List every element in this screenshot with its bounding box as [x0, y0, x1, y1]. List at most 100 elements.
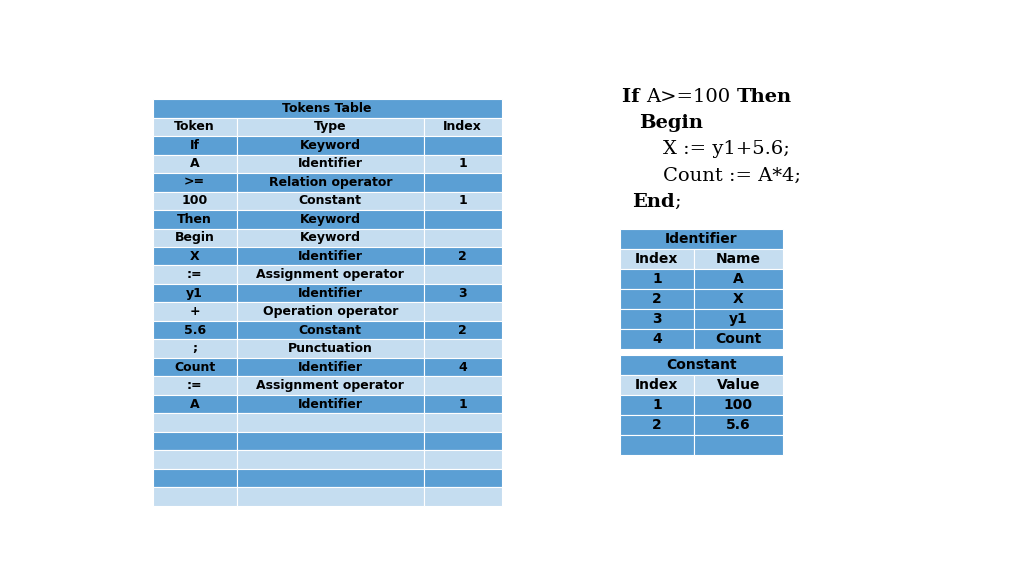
Text: X: X [189, 250, 200, 263]
Bar [693, 415, 783, 435]
Text: Value: Value [717, 378, 760, 392]
Bar [153, 154, 237, 173]
Bar [424, 469, 502, 487]
Bar [237, 247, 424, 266]
Bar [237, 192, 424, 210]
Bar [424, 358, 502, 376]
Bar [153, 136, 237, 154]
Bar [693, 309, 783, 329]
Text: A>=100: A>=100 [646, 88, 736, 106]
Bar [424, 192, 502, 210]
Text: A: A [189, 397, 200, 411]
Text: If: If [622, 88, 646, 106]
Text: If: If [189, 139, 200, 152]
Bar [237, 173, 424, 192]
Bar [424, 487, 502, 506]
Bar [237, 210, 424, 229]
Bar [424, 266, 502, 284]
Text: Then: Then [177, 213, 212, 226]
Bar [237, 321, 424, 339]
Text: Assignment operator: Assignment operator [256, 379, 404, 392]
Bar [424, 339, 502, 358]
Bar [693, 375, 783, 395]
Bar [424, 210, 502, 229]
Bar [424, 136, 502, 154]
Text: Identifier: Identifier [298, 287, 362, 300]
Text: Begin: Begin [640, 114, 703, 132]
Bar [153, 99, 502, 118]
Text: Keyword: Keyword [300, 139, 360, 152]
Bar [237, 358, 424, 376]
Bar [237, 469, 424, 487]
Bar [621, 355, 783, 375]
Bar [424, 173, 502, 192]
Bar [424, 376, 502, 395]
Text: 2: 2 [459, 250, 467, 263]
Bar [153, 302, 237, 321]
Bar [424, 432, 502, 450]
Bar [424, 450, 502, 469]
Text: Identifier: Identifier [298, 361, 362, 374]
Text: 1: 1 [459, 157, 467, 170]
Text: X := y1+5.6;: X := y1+5.6; [663, 140, 790, 158]
Text: 2: 2 [652, 418, 662, 432]
Bar [424, 414, 502, 432]
Bar [153, 192, 237, 210]
Text: Tokens Table: Tokens Table [283, 102, 372, 115]
Bar [621, 395, 693, 415]
Text: Count: Count [715, 332, 762, 346]
Bar [621, 249, 693, 270]
Bar [153, 284, 237, 302]
Bar [153, 266, 237, 284]
Bar [153, 358, 237, 376]
Text: 1: 1 [459, 194, 467, 207]
Text: y1: y1 [186, 287, 203, 300]
Bar [621, 375, 693, 395]
Bar [237, 414, 424, 432]
Bar [153, 395, 237, 414]
Bar [693, 395, 783, 415]
Bar [237, 450, 424, 469]
Bar [153, 414, 237, 432]
Text: Token: Token [174, 120, 215, 134]
Text: :=: := [186, 268, 203, 281]
Text: >=: >= [184, 176, 205, 189]
Bar [621, 329, 693, 350]
Bar [621, 415, 693, 435]
Text: Count := A*4;: Count := A*4; [663, 166, 801, 184]
Bar [693, 270, 783, 289]
Bar [693, 289, 783, 309]
Text: 1: 1 [459, 397, 467, 411]
Text: Index: Index [443, 120, 482, 134]
Bar [621, 270, 693, 289]
Text: Name: Name [716, 252, 761, 266]
Text: Begin: Begin [175, 231, 215, 244]
Text: 3: 3 [652, 312, 662, 327]
Bar [153, 339, 237, 358]
Bar [237, 154, 424, 173]
Bar [237, 229, 424, 247]
Bar [237, 487, 424, 506]
Bar [424, 229, 502, 247]
Text: Constant: Constant [299, 194, 361, 207]
Text: 4: 4 [652, 332, 662, 346]
Bar [237, 266, 424, 284]
Text: Constant: Constant [667, 358, 737, 372]
Text: End: End [632, 192, 675, 211]
Text: 2: 2 [652, 293, 662, 306]
Bar [424, 118, 502, 136]
Text: 4: 4 [459, 361, 467, 374]
Text: +: + [189, 305, 200, 318]
Text: Count: Count [174, 361, 215, 374]
Bar [153, 450, 237, 469]
Bar [153, 247, 237, 266]
Text: Constant: Constant [299, 324, 361, 336]
Text: 5.6: 5.6 [726, 418, 751, 432]
Bar [424, 321, 502, 339]
Text: Operation operator: Operation operator [262, 305, 398, 318]
Bar [237, 136, 424, 154]
Bar [621, 289, 693, 309]
Bar [424, 247, 502, 266]
Text: 100: 100 [181, 194, 208, 207]
Bar [237, 376, 424, 395]
